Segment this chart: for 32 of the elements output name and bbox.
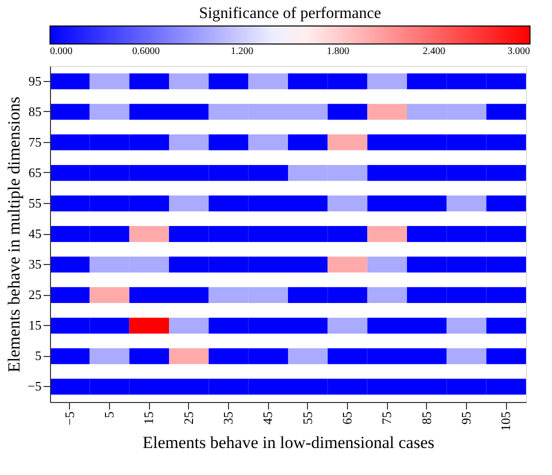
- y-tick-label: 65: [28, 164, 42, 180]
- x-tick-label: 95: [458, 412, 474, 424]
- y-tick-label: 55: [28, 195, 42, 210]
- x-tick-label: 105: [498, 412, 514, 431]
- y-tick-label: 95: [28, 73, 42, 88]
- color-bar-label: 0.000: [50, 46, 72, 57]
- color-bar-label: 1.800: [326, 46, 350, 57]
- x-tick-label: −5: [62, 412, 77, 426]
- y-tick-label: 5: [35, 348, 42, 364]
- x-tick-label: 5: [102, 412, 116, 418]
- x-tick-label: 65: [340, 412, 354, 424]
- y-tick-label: 35: [28, 256, 42, 272]
- y-tick-label: 75: [28, 134, 42, 150]
- y-axis-title: Elements behave in multiple dimensions: [4, 96, 24, 372]
- y-tick-label: 45: [28, 226, 42, 241]
- x-tick-label: 75: [379, 412, 394, 424]
- y-tick-label: 15: [28, 318, 42, 333]
- color-bar-label: 3.000: [508, 46, 530, 57]
- color-bar-title: Significance of performance: [198, 5, 382, 22]
- x-tick-label: 15: [141, 412, 156, 424]
- y-tick-label: 25: [28, 287, 42, 302]
- y-tick-label: −5: [28, 378, 42, 394]
- y-tick-label: 85: [28, 104, 42, 119]
- x-tick-label: 55: [300, 412, 315, 424]
- x-axis-title: Elements behave in low-dimensional cases: [142, 433, 434, 452]
- x-tick-label: 25: [180, 412, 196, 424]
- color-bar-label: 0.6000: [132, 46, 160, 57]
- x-tick-label: 35: [220, 412, 236, 424]
- x-tick-label: 85: [418, 412, 434, 424]
- color-bar-label: 1.200: [230, 46, 254, 57]
- color-bar-label: 2.400: [422, 46, 446, 57]
- x-tick-label: 45: [260, 412, 276, 424]
